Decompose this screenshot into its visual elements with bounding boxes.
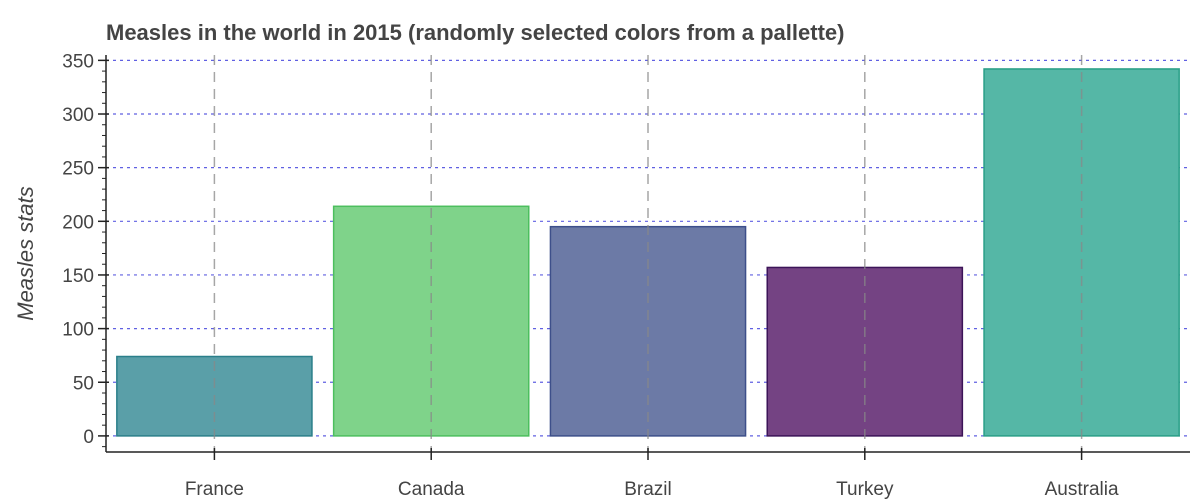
y-tick-label: 50 bbox=[73, 373, 94, 394]
y-tick-label: 300 bbox=[62, 105, 94, 126]
x-tick-label: Brazil bbox=[624, 479, 672, 500]
y-tick-label: 200 bbox=[62, 212, 94, 233]
x-tick-label: Australia bbox=[1045, 479, 1119, 500]
y-tick-label: 100 bbox=[62, 320, 94, 341]
x-tick-label: France bbox=[185, 479, 244, 500]
x-tick-label: Canada bbox=[398, 479, 465, 500]
y-tick-label: 250 bbox=[62, 159, 94, 180]
x-tick-label: Turkey bbox=[836, 479, 894, 500]
y-tick-label: 350 bbox=[62, 51, 94, 72]
x-grid-lines bbox=[213, 55, 1083, 452]
y-tick-label: 150 bbox=[62, 266, 94, 287]
y-axis-label: Measles stats bbox=[13, 186, 38, 321]
chart-title: Measles in the world in 2015 (randomly s… bbox=[106, 20, 844, 45]
y-tick-label: 0 bbox=[83, 427, 94, 448]
bars bbox=[116, 68, 1180, 437]
axes: 0 50 100 150 200 250 300 350 France Canada Brazil T… bbox=[62, 51, 1190, 500]
